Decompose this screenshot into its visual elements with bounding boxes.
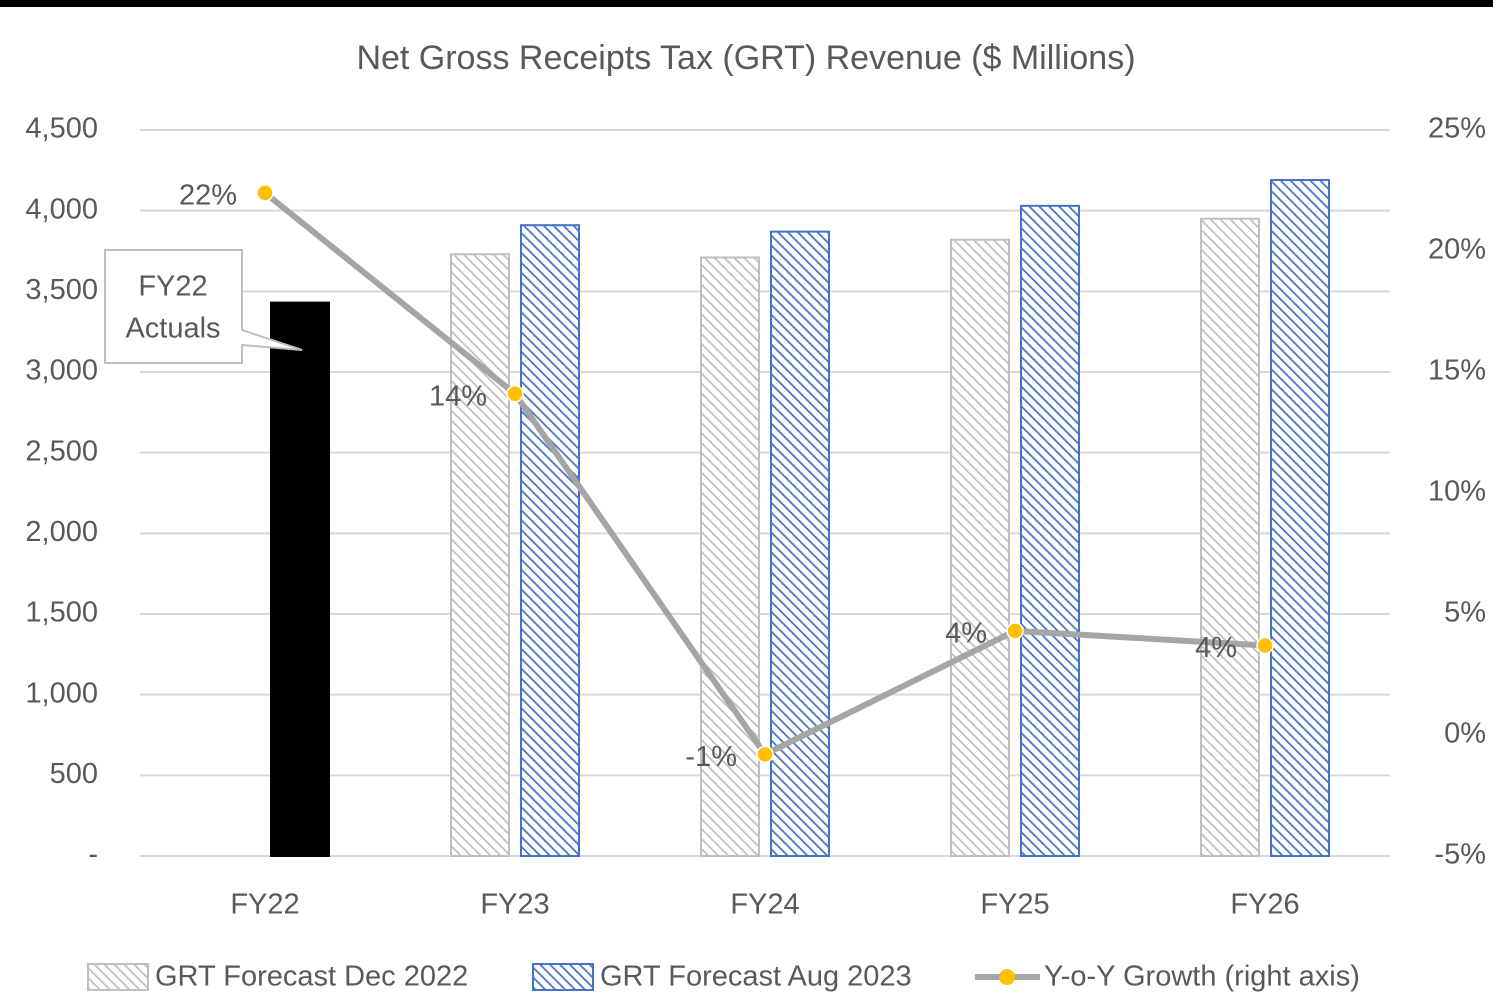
bar bbox=[1020, 204, 1080, 857]
data-label: 22% bbox=[179, 180, 237, 212]
bar bbox=[1270, 179, 1330, 858]
y-tick-label: 500 bbox=[50, 758, 98, 790]
data-label: -1% bbox=[685, 741, 737, 773]
data-label: 4% bbox=[945, 618, 987, 650]
bar bbox=[270, 301, 330, 858]
legend-marker bbox=[999, 969, 1015, 985]
y-tick-label: 3,000 bbox=[25, 355, 98, 387]
x-tick-label: FY23 bbox=[480, 889, 549, 921]
y2-tick-label: 20% bbox=[1428, 234, 1486, 266]
y2-tick-label: 10% bbox=[1428, 476, 1486, 508]
top-rule bbox=[0, 0, 1493, 7]
y-tick-label: 4,500 bbox=[25, 113, 98, 145]
growth-marker bbox=[506, 385, 524, 403]
y-tick-label: - bbox=[88, 839, 98, 871]
callout-box bbox=[104, 249, 303, 364]
y2-tick-label: -5% bbox=[1434, 839, 1486, 871]
bar bbox=[700, 256, 760, 858]
legend-swatch bbox=[87, 963, 149, 991]
growth-line bbox=[263, 190, 1266, 758]
bar bbox=[770, 230, 830, 857]
bar bbox=[520, 224, 580, 858]
growth-marker bbox=[1006, 622, 1024, 640]
x-tick-label: FY25 bbox=[980, 889, 1049, 921]
x-tick-label: FY22 bbox=[230, 889, 299, 921]
y-tick-label: 2,000 bbox=[25, 516, 98, 548]
growth-marker bbox=[256, 184, 274, 202]
y-tick-label: 1,500 bbox=[25, 597, 98, 629]
data-label: 14% bbox=[429, 380, 487, 412]
growth-marker bbox=[1256, 636, 1274, 655]
bar bbox=[450, 253, 510, 857]
legend-label: GRT Forecast Dec 2022 bbox=[155, 961, 468, 993]
bar bbox=[950, 238, 1010, 857]
annotation-text: Actuals bbox=[125, 313, 220, 345]
y2-tick-label: 25% bbox=[1428, 113, 1486, 145]
x-tick-label: FY26 bbox=[1230, 889, 1299, 921]
y2-tick-label: 5% bbox=[1444, 597, 1486, 629]
bar bbox=[1200, 217, 1260, 857]
legend-swatch bbox=[532, 963, 594, 991]
y2-tick-label: 0% bbox=[1444, 718, 1486, 750]
legend-label: GRT Forecast Aug 2023 bbox=[600, 961, 912, 993]
x-tick-label: FY24 bbox=[730, 889, 799, 921]
chart-title: Net Gross Receipts Tax (GRT) Revenue ($ … bbox=[356, 39, 1135, 77]
legend-label: Y-o-Y Growth (right axis) bbox=[1044, 961, 1360, 993]
data-label: 4% bbox=[1195, 632, 1237, 664]
y2-tick-label: 15% bbox=[1428, 355, 1486, 387]
growth-marker bbox=[756, 745, 774, 764]
y-tick-label: 3,500 bbox=[25, 274, 98, 306]
y-tick-label: 4,000 bbox=[25, 193, 98, 225]
annotation: FY22 Actuals bbox=[104, 249, 303, 364]
annotation-text: FY22 bbox=[138, 271, 207, 303]
y-tick-label: 1,000 bbox=[25, 677, 98, 709]
y-tick-label: 2,500 bbox=[25, 435, 98, 467]
